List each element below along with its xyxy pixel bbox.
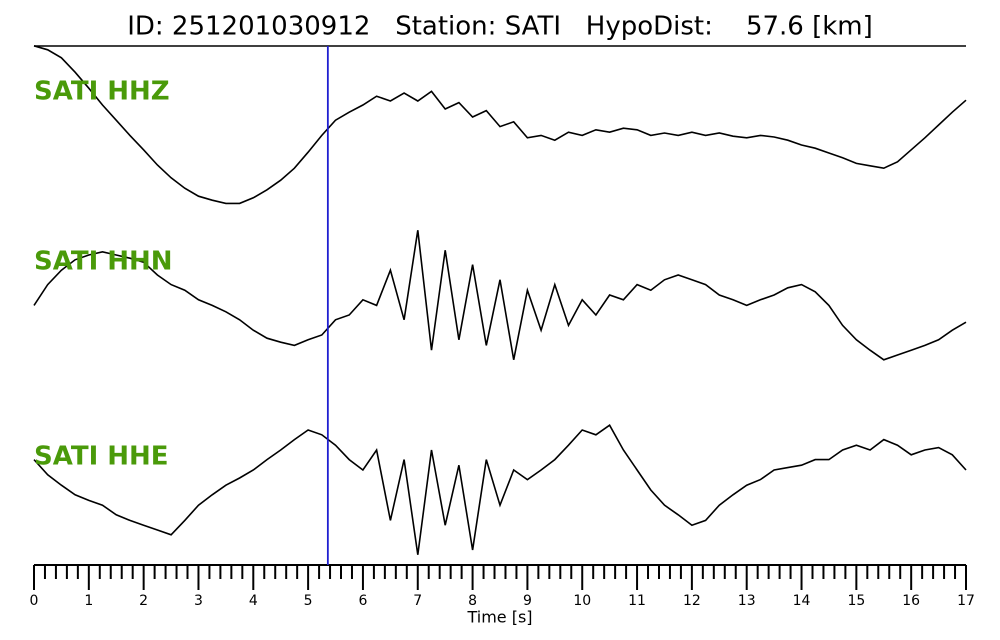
x-axis-label: Time [s] — [466, 608, 532, 627]
trace — [33, 45, 967, 205]
trace-label: SATI HHN — [34, 247, 173, 277]
trace-label: SATI HHZ — [34, 77, 170, 107]
x-tick-label: 5 — [304, 593, 313, 609]
x-tick-label: 14 — [793, 593, 811, 609]
x-tick-label: 0 — [30, 593, 39, 609]
x-tick-label: 9 — [523, 593, 532, 609]
x-tick-label: 7 — [413, 593, 422, 609]
x-tick-label: 4 — [249, 593, 258, 609]
x-tick-label: 6 — [358, 593, 367, 609]
x-tick-label: 17 — [957, 593, 975, 609]
x-tick-label: 16 — [902, 593, 920, 609]
x-tick-label: 11 — [628, 593, 646, 609]
trace-label: SATI HHE — [34, 442, 169, 472]
x-tick-label: 8 — [468, 593, 477, 609]
x-tick-label: 15 — [847, 593, 865, 609]
x-tick-label: 10 — [573, 593, 591, 609]
x-tick-label: 13 — [738, 593, 756, 609]
x-tick-label: 1 — [84, 593, 93, 609]
trace — [33, 230, 967, 361]
x-tick-label: 3 — [194, 593, 203, 609]
trace — [33, 424, 967, 555]
x-tick-label: 12 — [683, 593, 701, 609]
x-tick-label: 2 — [139, 593, 148, 609]
chart-title: ID: 251201030912 Station: SATI HypoDist:… — [127, 12, 873, 42]
